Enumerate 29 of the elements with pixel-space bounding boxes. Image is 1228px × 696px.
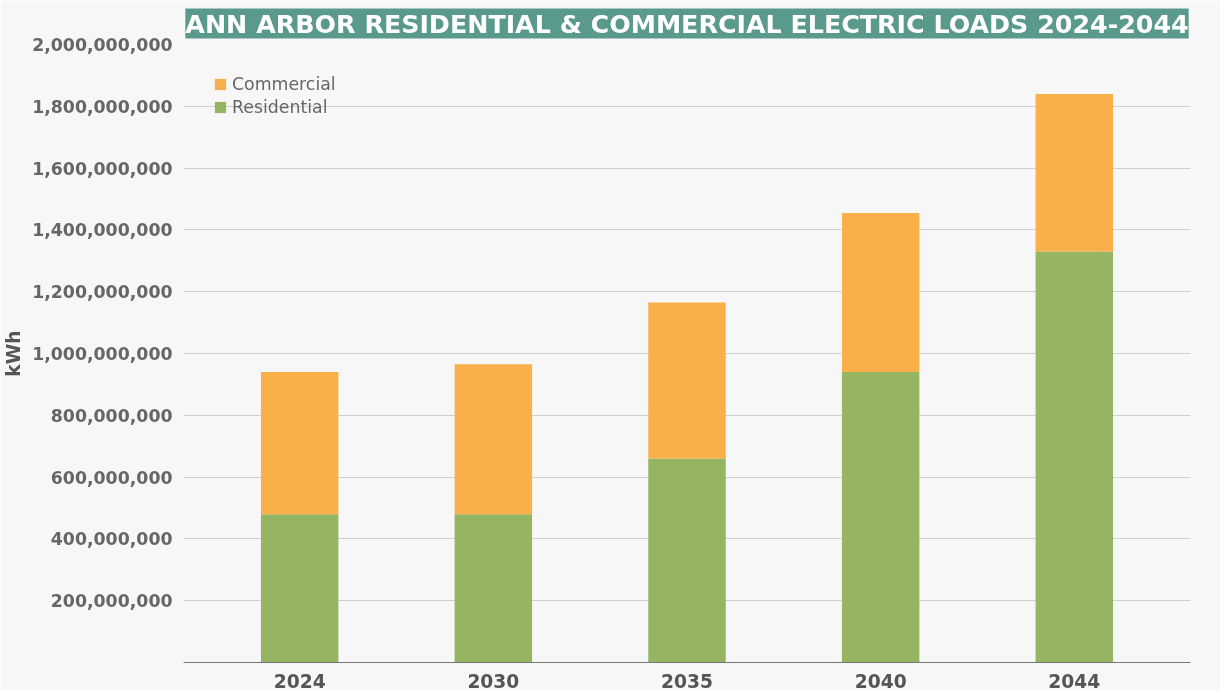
bar — [648, 302, 726, 459]
y-tick-label: 600,000,000 — [50, 467, 173, 488]
legend-label: Commercial — [232, 74, 336, 94]
y-tick-label: 1,600,000,000 — [32, 158, 173, 179]
bar — [841, 212, 920, 373]
x-tick-label: 2040 — [854, 670, 907, 692]
x-tick-label: 2035 — [661, 670, 713, 692]
x-tick-label: 2030 — [467, 670, 520, 692]
bar — [454, 364, 533, 515]
y-tick-label: 2,000,000,000 — [32, 35, 173, 55]
legend-label: Residential — [232, 97, 328, 117]
bar — [260, 372, 339, 515]
chart-title: ANN ARBOR RESIDENTIAL & COMMERCIAL ELECTRIC LOADS 2024-2044 — [185, 8, 1189, 39]
y-tick-label: 200,000,000 — [50, 591, 173, 612]
bar — [454, 514, 533, 663]
y-tick-label: 800,000,000 — [50, 405, 173, 426]
y-tick-label: 1,800,000,000 — [32, 96, 173, 117]
y-tick-label: 1,000,000,000 — [32, 344, 173, 364]
y-axis-title: kWh — [3, 330, 25, 377]
bar — [648, 458, 726, 663]
bar — [841, 372, 920, 663]
bar — [260, 514, 339, 663]
x-tick-label: 2044 — [1048, 670, 1101, 692]
x-tick-label: 2024 — [273, 670, 326, 692]
y-tick-label: 1,400,000,000 — [32, 220, 173, 241]
y-tick-label: 1,200,000,000 — [32, 282, 173, 303]
bar — [1035, 93, 1114, 252]
y-tick-label: 400,000,000 — [50, 529, 173, 550]
bar — [1035, 251, 1114, 663]
